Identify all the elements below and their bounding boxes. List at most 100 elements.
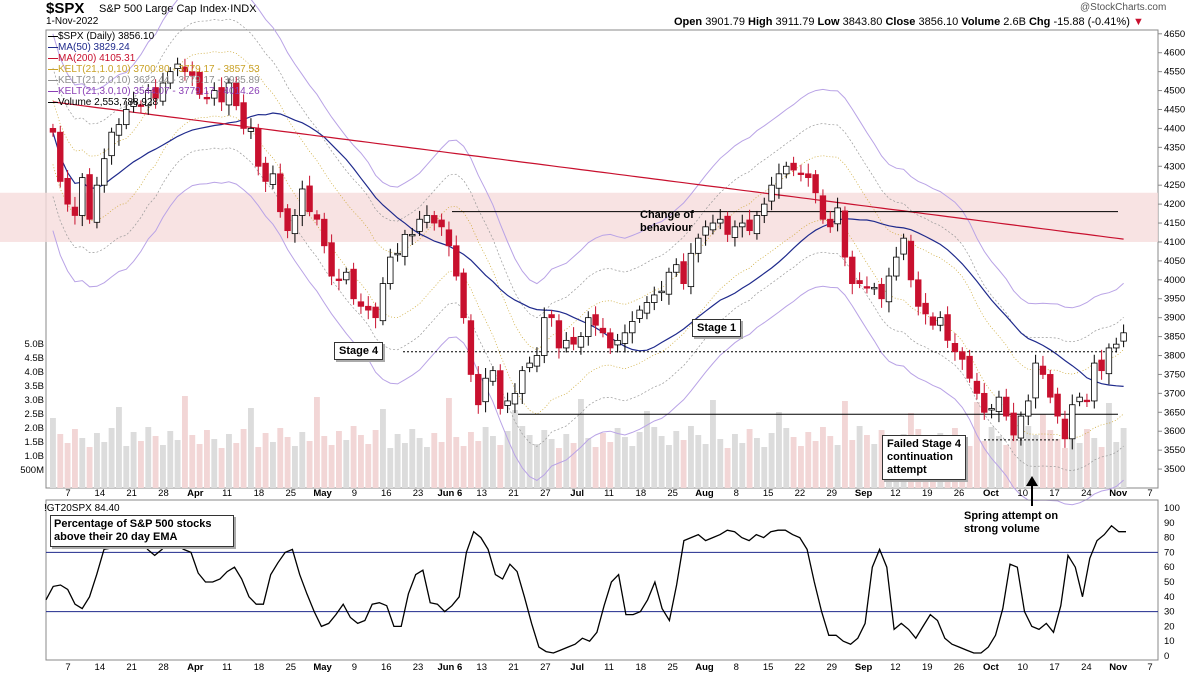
volume-bar <box>226 434 232 488</box>
candle-body <box>592 314 599 326</box>
volume-bar <box>526 435 533 488</box>
indicator-x-label: 11 <box>222 662 232 673</box>
legend-text: KELT(21,1.0,10) 3700.80 - 3779.17 - 3857… <box>58 64 260 75</box>
price-x-label: 11 <box>604 488 614 499</box>
price-x-label: Oct <box>983 488 1000 499</box>
candle-body <box>504 400 511 406</box>
volume-bar <box>798 446 804 488</box>
volume-bar <box>585 438 592 488</box>
volume-bar <box>746 429 753 488</box>
volume-tick-label: 500M <box>20 465 44 476</box>
volume-bar <box>556 448 562 488</box>
price-x-label: 25 <box>667 488 678 499</box>
volume-bar <box>174 440 181 488</box>
volume-bar <box>167 431 174 488</box>
candle-body <box>416 218 423 232</box>
candle-body <box>548 314 555 319</box>
indicator-x-label: Oct <box>983 662 1000 673</box>
down-triangle-icon: ▼ <box>1132 16 1144 28</box>
price-x-label: 23 <box>413 488 424 499</box>
indicator-tick-label: 50 <box>1164 577 1175 588</box>
volume-bar <box>372 430 379 488</box>
volume-bar <box>1032 435 1039 488</box>
volume-bar <box>438 442 445 488</box>
candle-body <box>453 245 460 277</box>
volume-bar <box>570 443 577 488</box>
candle-body <box>1047 374 1054 398</box>
volume-bar <box>1018 440 1024 488</box>
candle-body <box>423 215 431 223</box>
volume-bar <box>1069 434 1076 488</box>
indicator-x-label: 28 <box>158 662 169 673</box>
indicator-x-label: 9 <box>352 662 357 673</box>
candle-body <box>885 275 893 303</box>
price-tick-label: 3550 <box>1164 445 1185 456</box>
volume-bar <box>1106 403 1112 488</box>
indicator-tick-label: 90 <box>1164 518 1175 529</box>
candle-body <box>343 271 350 281</box>
volume-bar <box>123 446 130 488</box>
volume-bar <box>1010 431 1017 488</box>
volume-bar <box>717 439 724 488</box>
candle-body <box>123 109 130 126</box>
candle-body <box>255 128 262 167</box>
volume-bar <box>343 440 350 488</box>
volume-bar <box>108 428 115 488</box>
price-x-label: 8 <box>734 488 739 499</box>
volume-bar <box>145 427 152 488</box>
volume-bar <box>218 448 225 488</box>
legend-entry: —MA(50) 3829.24 <box>48 42 130 53</box>
volume-bar <box>1003 445 1010 488</box>
volume-bar <box>871 444 878 488</box>
volume-bar <box>328 445 335 488</box>
candle-body <box>585 317 592 337</box>
indicator-tick-label: 100 <box>1164 503 1180 514</box>
annotation-failed-stage4: Failed Stage 4 continuation attempt <box>882 435 966 480</box>
price-tick-label: 4600 <box>1164 48 1185 59</box>
candle-body <box>225 82 233 106</box>
legend-entry: —$SPX (Daily) 3856.10 <box>48 31 154 42</box>
candle-body <box>739 222 746 228</box>
indicator-x-label: 25 <box>667 662 678 673</box>
volume-bar <box>834 445 841 488</box>
indicator-x-label: 7 <box>65 662 70 673</box>
volume-bar <box>292 446 298 488</box>
candle-body <box>563 339 570 349</box>
volume-bar <box>1040 414 1046 488</box>
indicator-tick-label: 60 <box>1164 562 1175 573</box>
candle-body <box>621 332 629 344</box>
price-x-label: 7 <box>65 488 70 499</box>
candle-body <box>966 355 973 379</box>
indicator-x-label: 13 <box>476 662 487 673</box>
candle-body <box>577 336 585 348</box>
candle-body <box>57 131 64 182</box>
candle-body <box>277 173 284 213</box>
volume-bar <box>116 407 122 488</box>
candle-body <box>181 66 189 73</box>
price-tick-label: 3700 <box>1164 388 1185 399</box>
volume-bar <box>277 428 284 488</box>
candle-body <box>269 173 277 185</box>
volume-bar <box>482 427 489 488</box>
volume-bar <box>541 430 548 488</box>
indicator-x-label: 7 <box>1147 662 1152 673</box>
candle-body <box>929 316 937 326</box>
candle-body <box>1113 343 1120 349</box>
candle-body <box>357 301 365 307</box>
volume-bar <box>350 426 357 488</box>
volume-bar <box>1054 439 1061 488</box>
candle-body <box>115 124 123 136</box>
price-x-label: 12 <box>890 488 901 499</box>
price-tick-label: 4450 <box>1164 104 1185 115</box>
candle-body <box>409 233 416 237</box>
volume-bar <box>248 408 254 488</box>
candle-body <box>460 272 467 319</box>
volume-bar <box>262 433 269 488</box>
indicator-x-label: 18 <box>636 662 647 673</box>
price-x-label: 16 <box>381 488 392 499</box>
candle-body <box>475 374 482 406</box>
indicator-x-label: 21 <box>508 662 519 673</box>
price-tick-label: 3950 <box>1164 294 1185 305</box>
candle-body <box>211 90 218 99</box>
candle-body <box>761 203 768 216</box>
